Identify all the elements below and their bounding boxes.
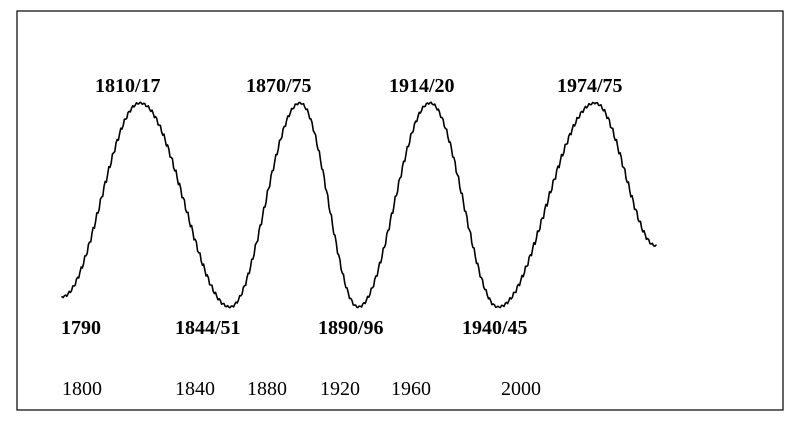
x-axis-tick-labels: 1800 1840 1880 1920 1960 2000 xyxy=(62,378,541,400)
trough-label-6: 1940/45 xyxy=(462,317,528,339)
peak-label-1: 1810/17 xyxy=(95,75,161,97)
trough-label-2: 1844/51 xyxy=(175,317,241,339)
x-tick-label-1800: 1800 xyxy=(62,378,102,400)
cycle-series-line xyxy=(61,101,657,309)
peak-label-7: 1974/75 xyxy=(557,75,623,97)
x-tick-label-1960: 1960 xyxy=(391,378,431,400)
trough-label-4: 1890/96 xyxy=(318,317,384,339)
chart-border xyxy=(16,10,784,411)
x-tick-label-2000: 2000 xyxy=(501,378,541,400)
peak-label-5: 1914/20 xyxy=(389,75,455,97)
peak-label-3: 1870/75 xyxy=(246,75,312,97)
x-tick-label-1880: 1880 xyxy=(247,378,287,400)
event-labels: 1790 1810/17 1844/51 1870/75 1890/96 1914/20 1… xyxy=(61,75,623,339)
x-tick-label-1840: 1840 xyxy=(175,378,215,400)
trough-label-0: 1790 xyxy=(61,317,101,339)
x-tick-label-1920: 1920 xyxy=(320,378,360,400)
